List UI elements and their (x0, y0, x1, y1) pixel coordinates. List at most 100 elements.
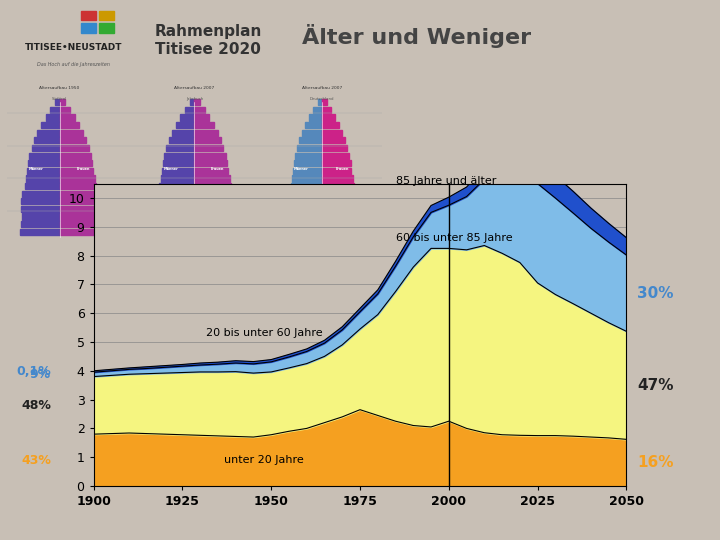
Text: 16%: 16% (637, 455, 673, 470)
Bar (60, 160, 92, 166)
Text: Das Hoch auf die Jahreszeiten: Das Hoch auf die Jahreszeiten (37, 62, 110, 66)
Bar (194, 145, 223, 151)
Bar (159, 183, 194, 189)
Text: Deutschland: Deutschland (310, 97, 334, 101)
Bar (322, 160, 351, 166)
Bar (60, 122, 79, 128)
Bar (185, 107, 194, 113)
Bar (168, 137, 194, 144)
Bar (155, 229, 194, 235)
Bar (50, 107, 60, 113)
Bar (41, 122, 60, 128)
Bar (322, 122, 339, 128)
Bar (287, 229, 322, 235)
Bar (99, 23, 114, 33)
Bar (22, 191, 60, 197)
Text: Frauen: Frauen (336, 167, 349, 171)
Bar (322, 130, 342, 136)
Bar (60, 114, 75, 120)
Bar (322, 183, 354, 189)
Text: 48%: 48% (21, 399, 51, 412)
Bar (60, 206, 100, 212)
Bar (322, 107, 330, 113)
Bar (166, 145, 194, 151)
Text: Altersaufbau 1950: Altersaufbau 1950 (40, 86, 80, 90)
Text: Männer: Männer (29, 167, 44, 171)
Bar (60, 145, 89, 151)
Bar (24, 183, 60, 189)
Text: 20 bis unter 60 Jahre: 20 bis unter 60 Jahre (206, 328, 323, 338)
Bar (157, 191, 194, 197)
Bar (161, 168, 194, 174)
Text: Altersaufbau 2007: Altersaufbau 2007 (302, 86, 342, 90)
Bar (60, 152, 91, 159)
Bar (81, 23, 96, 33)
Bar (60, 229, 102, 235)
Bar (194, 130, 218, 136)
Bar (60, 107, 70, 113)
Bar (194, 198, 234, 205)
Bar (287, 206, 322, 212)
Bar (194, 206, 235, 212)
Text: 43%: 43% (21, 454, 51, 467)
Bar (60, 213, 99, 220)
Bar (322, 168, 351, 174)
Bar (194, 122, 214, 128)
Bar (293, 168, 322, 174)
Text: 30%: 30% (637, 286, 673, 301)
Bar (60, 137, 86, 144)
Bar (194, 183, 231, 189)
Bar (28, 160, 60, 166)
Bar (60, 191, 98, 197)
Bar (27, 168, 60, 174)
Bar (22, 213, 60, 220)
Bar (181, 114, 194, 120)
Bar (322, 198, 356, 205)
Bar (194, 152, 226, 159)
Bar (305, 122, 322, 128)
Text: Jahrbuch: Jahrbuch (186, 97, 203, 101)
Bar (322, 221, 358, 227)
Bar (294, 160, 322, 166)
Text: Rahmenplan
Titisee 2020: Rahmenplan Titisee 2020 (155, 24, 262, 57)
Bar (194, 114, 210, 120)
Bar (289, 191, 322, 197)
Text: Südtirol: Südtirol (52, 97, 67, 101)
Bar (194, 99, 200, 105)
Bar (194, 168, 228, 174)
Bar (194, 107, 204, 113)
Bar (194, 176, 230, 181)
Bar (156, 198, 194, 205)
Text: 9%: 9% (30, 368, 51, 381)
Bar (30, 152, 60, 159)
Bar (156, 221, 194, 227)
Bar (164, 152, 194, 159)
Bar (194, 213, 234, 220)
Bar (60, 168, 94, 174)
Bar (299, 137, 322, 144)
Bar (322, 137, 345, 144)
Text: Frauen: Frauen (211, 167, 225, 171)
Bar (322, 114, 335, 120)
Bar (313, 107, 322, 113)
Bar (22, 198, 60, 205)
Bar (322, 229, 359, 235)
Text: 47%: 47% (637, 378, 673, 393)
Bar (60, 198, 99, 205)
Bar (26, 176, 60, 181)
Bar (322, 99, 327, 105)
Text: 60 bis unter 85 Jahre: 60 bis unter 85 Jahre (395, 233, 512, 243)
Bar (163, 160, 194, 166)
Bar (99, 11, 114, 21)
Bar (161, 176, 194, 181)
Bar (22, 221, 60, 227)
Text: 0,1%: 0,1% (17, 365, 51, 378)
Bar (310, 114, 322, 120)
Text: unter 20 Jahre: unter 20 Jahre (224, 455, 304, 465)
Text: Männer: Männer (294, 167, 309, 171)
Bar (60, 176, 95, 181)
Bar (295, 152, 322, 159)
Bar (34, 137, 60, 144)
Text: Altersaufbau 2007: Altersaufbau 2007 (174, 86, 215, 90)
Bar (297, 145, 322, 151)
